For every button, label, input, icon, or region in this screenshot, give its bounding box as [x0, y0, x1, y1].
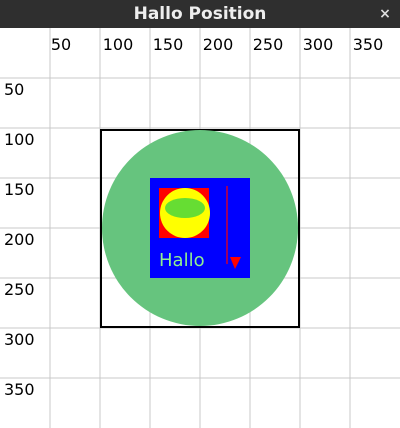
y-tick-label: 350	[4, 380, 35, 399]
y-tick-label: 200	[4, 230, 35, 249]
x-tick-label: 300	[303, 35, 334, 54]
hallo-text: Hallo	[159, 250, 205, 271]
arrow-down-icon	[226, 186, 241, 269]
y-tick-label: 250	[4, 280, 35, 299]
arrow-head	[230, 257, 241, 269]
close-icon[interactable]: ×	[379, 6, 391, 22]
y-tick-label: 100	[4, 130, 35, 149]
x-tick-label: 200	[203, 35, 234, 54]
y-tick-labels: 50 100 150 200 250 300 350	[4, 80, 35, 399]
y-tick-label: 50	[4, 80, 24, 99]
green-ellipse	[165, 198, 205, 218]
x-tick-label: 100	[103, 35, 134, 54]
x-tick-label: 150	[153, 35, 184, 54]
x-tick-label: 350	[353, 35, 384, 54]
y-tick-label: 150	[4, 180, 35, 199]
x-tick-label: 250	[253, 35, 284, 54]
x-tick-label: 50	[51, 35, 71, 54]
x-tick-labels: 50 100 150 200 250 300 350	[51, 35, 383, 54]
y-tick-label: 300	[4, 330, 35, 349]
drawing-canvas: 50 100 150 200 250 300 350 50 100 150 20…	[0, 28, 400, 428]
canvas-svg: 50 100 150 200 250 300 350 50 100 150 20…	[0, 28, 400, 428]
window-title: Hallo Position	[133, 4, 267, 24]
title-bar: Hallo Position ×	[0, 0, 400, 28]
